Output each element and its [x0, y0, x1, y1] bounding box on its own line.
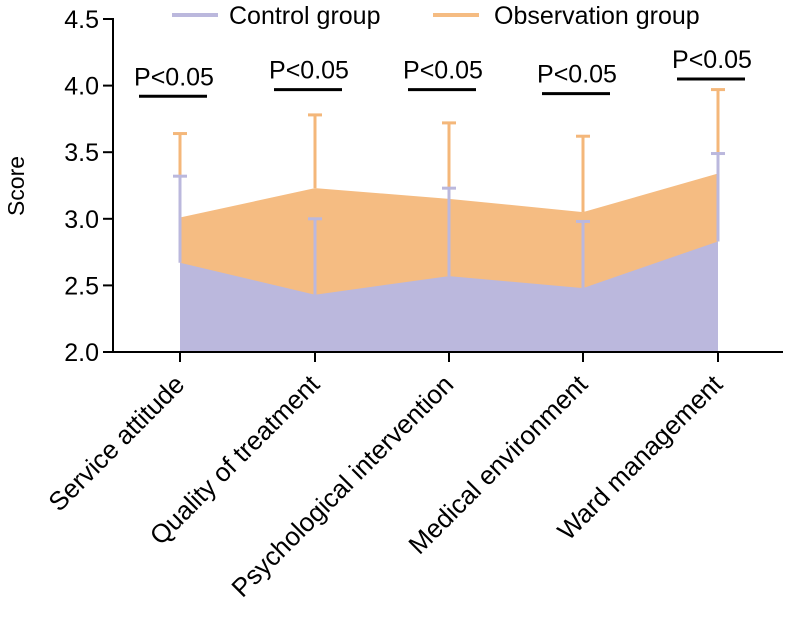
- significance-label-0: P<0.05: [134, 63, 214, 91]
- y-tick-label-4: 4.0: [64, 73, 99, 101]
- errorbars-layer: [173, 88, 725, 295]
- y-tick-label-1: 2.5: [64, 272, 99, 300]
- y-tick-label-0: 2.0: [64, 339, 99, 367]
- y-tick-label-2: 3.0: [64, 206, 99, 234]
- significance-label-2: P<0.05: [403, 57, 483, 85]
- y-tick-label-5: 4.5: [64, 6, 99, 34]
- legend-label-observation: Observation group: [494, 2, 700, 30]
- annotations-layer: P<0.05 P<0.05 P<0.05 P<0.05 P<0.05: [134, 46, 752, 98]
- legend-label-control: Control group: [229, 2, 380, 30]
- significance-label-3: P<0.05: [537, 61, 617, 89]
- x-tick-label-0: Service attitude: [42, 369, 190, 517]
- control-group-area: [180, 241, 718, 352]
- legend: Control group Observation group: [172, 2, 700, 30]
- y-axis-title: Score: [3, 156, 29, 216]
- x-tick-label-2: Psychological intervention: [225, 369, 459, 603]
- significance-label-1: P<0.05: [269, 57, 349, 85]
- significance-label-4: P<0.05: [672, 46, 752, 74]
- y-tick-label-3: 3.5: [64, 139, 99, 167]
